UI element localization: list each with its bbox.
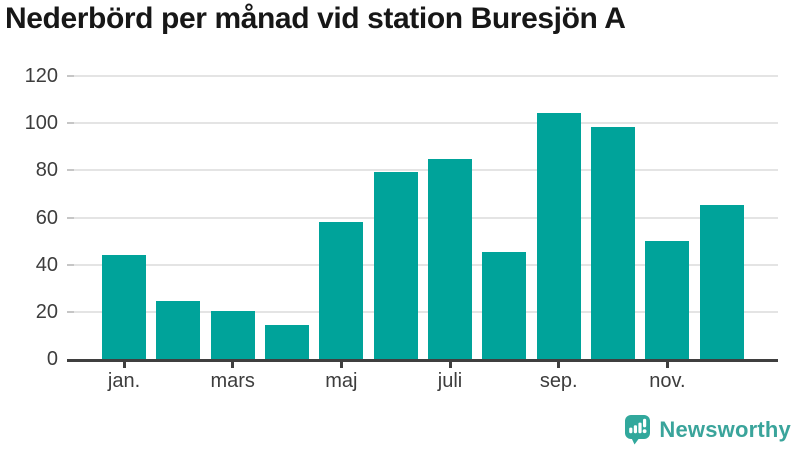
y-axis-label-40: 40 (35, 253, 58, 276)
x-axis-label-juli: juli (437, 370, 463, 392)
x-axis-label-sep: sep. (539, 370, 578, 392)
y-axis-tick (67, 122, 74, 125)
y-axis-label-80: 80 (35, 159, 58, 182)
bar-month-5 (319, 222, 364, 359)
y-axis-label-120: 120 (24, 65, 58, 87)
y-axis-tick (67, 263, 74, 266)
y-axis-tick (67, 216, 74, 219)
bar-month-7 (428, 158, 473, 359)
x-axis-tick-nov (665, 362, 669, 368)
bar-month-2 (156, 301, 201, 359)
bar-month-10 (591, 126, 636, 359)
x-axis-tick-jan (122, 362, 126, 368)
y-axis-tick (67, 169, 74, 172)
bar-month-12 (699, 204, 744, 359)
gridline-y60 (67, 216, 778, 219)
y-axis-label-0: 0 (46, 348, 58, 370)
gridline-y80 (67, 169, 778, 172)
y-axis-label-20: 20 (35, 300, 58, 323)
x-axis-tick-juli (448, 362, 452, 368)
gridline-y100 (67, 122, 778, 125)
bar-month-6 (373, 171, 418, 359)
x-axis-tick-sep (557, 362, 561, 368)
bar-month-11 (645, 241, 690, 359)
x-axis-label-mars: mars (210, 370, 255, 392)
x-axis-label-jan: jan. (107, 370, 141, 392)
brand-footer: Newsworthy (624, 414, 791, 445)
x-axis-label-nov: nov. (649, 370, 686, 392)
gridline-y40 (67, 263, 778, 266)
bar-month-3 (210, 310, 255, 359)
brand-name: Newsworthy (659, 416, 791, 442)
bar-month-1 (102, 255, 146, 359)
x-axis-label-maj: maj (325, 370, 358, 392)
gridline-y20 (67, 310, 778, 313)
bar-month-4 (265, 324, 310, 359)
x-axis-tick-maj (339, 362, 343, 368)
bar-month-9 (536, 112, 581, 359)
plot-area (67, 75, 778, 362)
y-axis-tick (67, 75, 74, 77)
y-axis-tick (67, 310, 74, 313)
y-axis-label-60: 60 (35, 206, 58, 229)
y-axis-label-100: 100 (24, 112, 58, 135)
chart-title: Nederbörd per månad vid station Buresjön… (5, 2, 626, 35)
newsworthy-logo-icon (625, 415, 651, 445)
bar-month-8 (482, 251, 527, 359)
x-axis-tick-mars (231, 362, 235, 368)
gridline-y120 (67, 75, 778, 77)
